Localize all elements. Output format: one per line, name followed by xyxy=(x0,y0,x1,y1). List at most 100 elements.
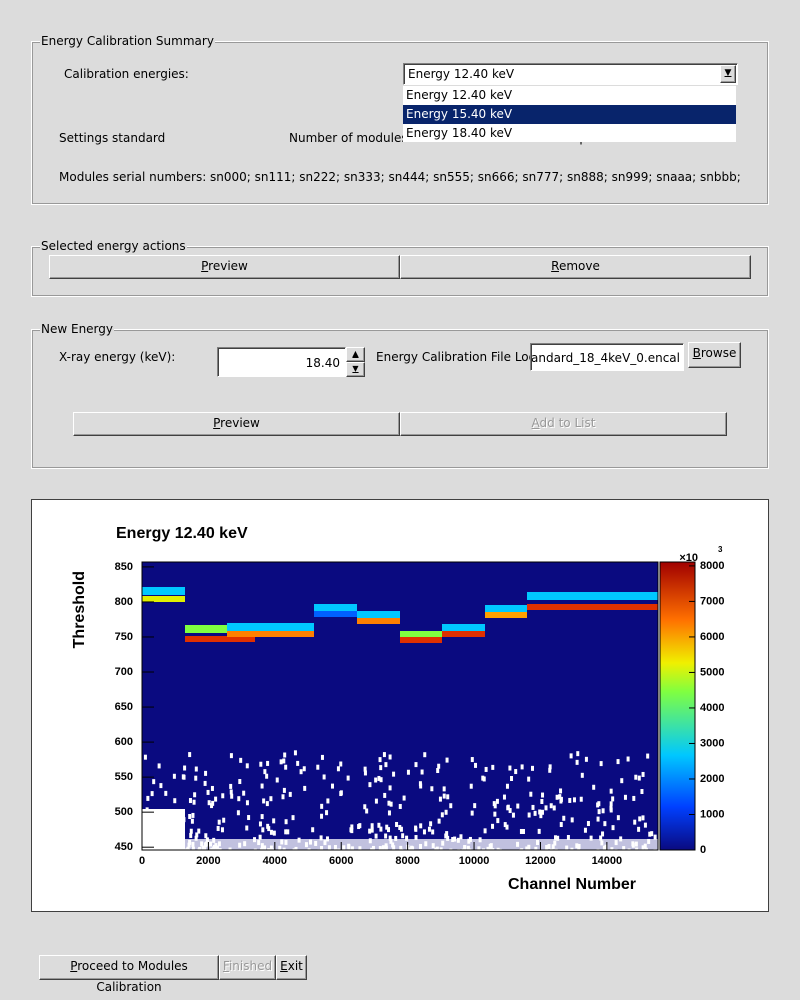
noise xyxy=(634,774,638,780)
noise xyxy=(284,819,288,825)
x-axis-label: Channel Number xyxy=(508,876,636,893)
noise xyxy=(236,810,240,816)
noise xyxy=(609,805,613,811)
dropdown-option[interactable]: Energy 18.40 keV xyxy=(406,126,513,140)
noise xyxy=(558,794,562,800)
noise xyxy=(592,784,596,790)
noise xyxy=(195,832,199,838)
z-tick-label: 3000 xyxy=(700,737,724,749)
noise xyxy=(420,849,424,855)
noise xyxy=(516,803,520,809)
noise xyxy=(230,793,234,799)
noise xyxy=(537,828,541,834)
noise xyxy=(387,827,391,833)
noise xyxy=(387,800,391,806)
preview-button[interactable]: Preview xyxy=(73,412,400,436)
spin-input[interactable]: 18.40 xyxy=(217,347,346,377)
noise xyxy=(269,796,273,802)
z-exponent: 3 xyxy=(718,545,723,554)
noise xyxy=(580,772,584,778)
noise xyxy=(343,849,347,855)
noise xyxy=(479,849,483,855)
remove-button[interactable]: Remove xyxy=(400,255,751,279)
band xyxy=(527,592,658,600)
preview-button[interactable]: Preview xyxy=(49,255,400,279)
noise xyxy=(538,809,542,815)
noise xyxy=(444,809,448,815)
noise xyxy=(192,799,196,805)
noise xyxy=(640,789,644,795)
noise xyxy=(446,835,450,841)
noise xyxy=(379,826,383,832)
noise xyxy=(307,848,311,854)
noise xyxy=(325,810,329,816)
noise xyxy=(428,849,432,855)
noise xyxy=(188,752,192,758)
noise xyxy=(510,776,514,782)
z-multiplier: ×10 xyxy=(679,552,698,564)
noise xyxy=(278,849,282,855)
plot-area: 0 2000 4000 6000 8000 10000 12000 1400045050055… xyxy=(71,525,724,893)
noise xyxy=(184,848,188,854)
noise xyxy=(281,794,285,800)
noise xyxy=(312,849,316,855)
z-tick-label: 8000 xyxy=(700,560,724,572)
summary-group: Energy Calibration Summary xyxy=(31,34,769,205)
z-tick-label: 1000 xyxy=(700,808,724,820)
noise xyxy=(459,849,463,855)
noise xyxy=(282,758,286,764)
noise xyxy=(392,771,396,777)
noise xyxy=(267,848,271,854)
noise xyxy=(440,812,444,818)
noise xyxy=(302,766,306,772)
dropdown-option[interactable]: Energy 15.40 keV xyxy=(403,105,736,124)
noise xyxy=(292,848,296,854)
combo-arrow[interactable]: ▼ xyxy=(720,65,736,83)
noise xyxy=(641,771,645,777)
spin-up[interactable]: ▲ xyxy=(346,347,365,362)
noise xyxy=(502,794,506,800)
x-tick-label: 8000 xyxy=(395,855,419,867)
noise xyxy=(580,849,584,855)
noise xyxy=(498,849,502,855)
noise xyxy=(414,826,418,832)
noise xyxy=(232,849,236,855)
noise xyxy=(321,849,325,855)
browse-button[interactable]: Browse xyxy=(688,342,741,368)
noise xyxy=(405,835,409,841)
noise xyxy=(245,825,249,831)
noise xyxy=(266,760,270,766)
noise xyxy=(389,801,393,807)
group-title: Energy Calibration Summary xyxy=(40,34,215,48)
noise xyxy=(282,787,286,793)
noise xyxy=(640,849,644,855)
noise xyxy=(579,796,583,802)
noise xyxy=(429,821,433,827)
group-title: New Energy xyxy=(40,322,114,336)
noise xyxy=(189,828,193,834)
noise xyxy=(530,765,534,771)
proceed-button[interactable]: Proceed to Modules Calibration xyxy=(39,955,219,994)
noise xyxy=(583,827,587,833)
exit-button[interactable]: Exit xyxy=(276,955,307,980)
noise xyxy=(326,798,330,804)
noise xyxy=(270,848,274,854)
file-input[interactable]: standard_18_4keV_0.encal xyxy=(530,343,684,371)
x-tick-label: 6000 xyxy=(329,855,353,867)
noise xyxy=(395,849,399,855)
noise xyxy=(388,754,392,760)
x-tick-label: 4000 xyxy=(263,855,287,867)
noise xyxy=(317,849,321,855)
noise xyxy=(531,804,535,810)
noise xyxy=(596,848,600,854)
y-tick-label: 450 xyxy=(115,841,133,853)
z-tick-label: 0 xyxy=(700,844,706,856)
combo-box[interactable]: Energy 12.40 keV ▼ xyxy=(403,63,738,85)
noise xyxy=(382,752,386,758)
noise xyxy=(541,792,545,798)
noise xyxy=(505,824,509,830)
z-tick-label: 5000 xyxy=(700,666,724,678)
noise xyxy=(521,828,525,834)
dropdown-option[interactable]: Energy 12.40 keV xyxy=(406,88,513,102)
spin-down[interactable]: ▼ xyxy=(346,362,365,377)
